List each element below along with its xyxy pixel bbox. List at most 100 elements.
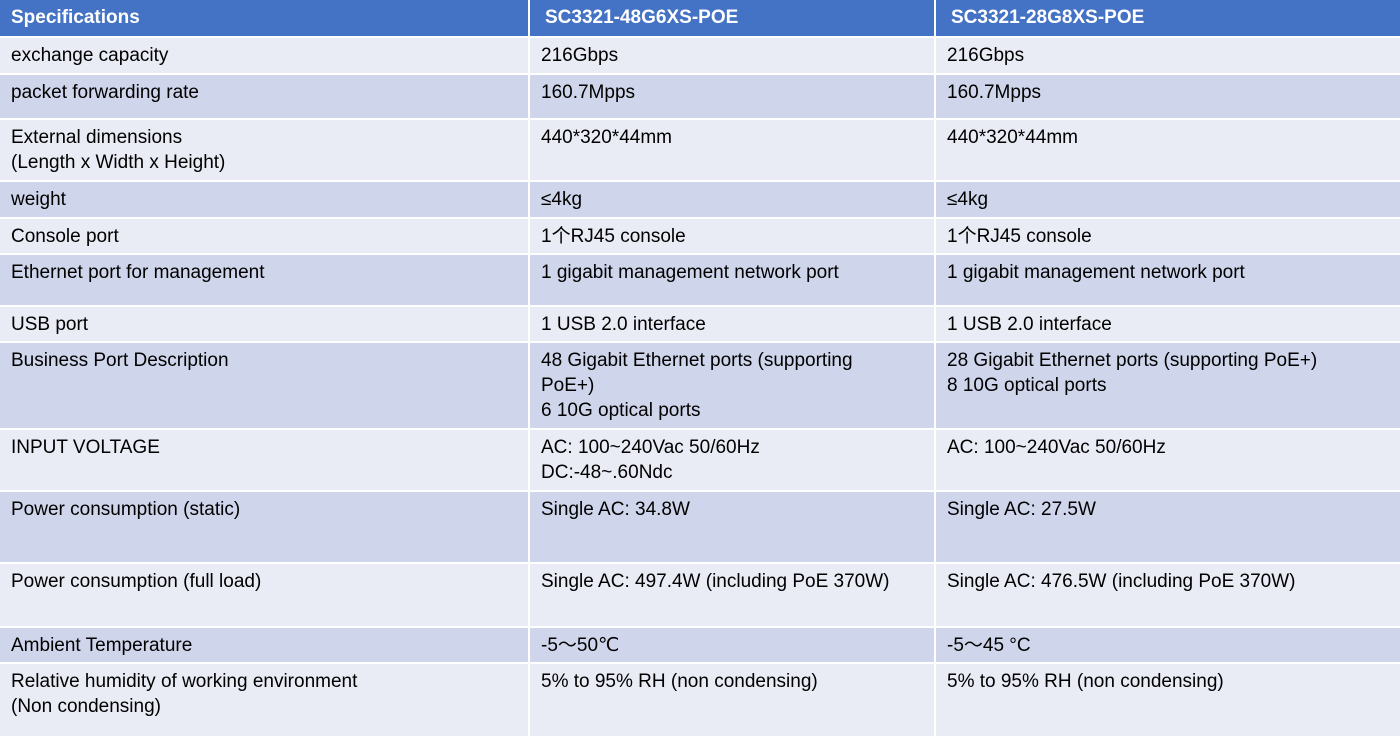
cell-text-line: 1 USB 2.0 interface <box>541 314 706 335</box>
cell-text-line: Single AC: 497.4W (including PoE 370W) <box>541 571 890 592</box>
model2-value-cell: 1 USB 2.0 interface <box>935 306 1400 343</box>
spec-label-cell: Relative humidity of working environment… <box>0 663 530 738</box>
model1-value-cell: 1个RJ45 console <box>529 218 936 255</box>
cell-text-line: 440*320*44mm <box>541 127 672 148</box>
spec-label-cell: USB port <box>0 306 530 343</box>
cell-text-line: Single AC: 27.5W <box>947 499 1096 520</box>
table-row: Power consumption (static) Single AC: 34.… <box>0 491 1400 564</box>
model2-value-cell: Single AC: 27.5W <box>935 491 1400 564</box>
model1-value-cell: ≤4kg <box>529 181 936 219</box>
model1-value-cell: Single AC: 34.8W <box>529 491 936 564</box>
cell-text-line: 440*320*44mm <box>947 127 1078 148</box>
model2-value-cell: Single AC: 476.5W (including PoE 370W) <box>935 563 1400 628</box>
spec-label-cell: Ethernet port for management <box>0 254 530 307</box>
cell-text-line: 160.7Mpps <box>541 82 636 103</box>
cell-text-line: 160.7Mpps <box>947 82 1042 103</box>
model2-value-cell: 216Gbps <box>935 37 1400 75</box>
header-specifications: Specifications <box>0 0 530 38</box>
model2-value-cell: 440*320*44mm <box>935 119 1400 182</box>
model1-value-cell: 160.7Mpps <box>529 74 936 120</box>
cell-text-line: 1 gigabit management network port <box>947 262 1245 283</box>
cell-text-line: ≤4kg <box>541 189 583 210</box>
model1-value-cell: 5% to 95% RH (non condensing) <box>529 663 936 738</box>
model1-value-cell: -5～50℃ <box>529 627 936 664</box>
model1-value-cell: 48 Gigabit Ethernet ports (supporting PoE… <box>529 342 936 430</box>
model1-value-cell: AC: 100~240Vac 50/60Hz DC:-48~.60Ndc <box>529 429 936 492</box>
table-row: weight ≤4kg ≤4kg <box>0 181 1400 219</box>
model1-value-cell: 1 USB 2.0 interface <box>529 306 936 343</box>
cell-text-line: 48 Gigabit Ethernet ports (supporting <box>541 350 853 371</box>
model1-value-cell: 1 gigabit management network port <box>529 254 936 307</box>
cell-text-line: Power consumption (full load) <box>11 571 262 592</box>
cell-text-line: INPUT VOLTAGE <box>11 437 160 458</box>
spec-label-cell: packet forwarding rate <box>0 74 530 120</box>
model2-value-cell: ≤4kg <box>935 181 1400 219</box>
cell-text-line: 28 Gigabit Ethernet ports (supporting Po… <box>947 350 1318 371</box>
table-row: packet forwarding rate 160.7Mpps 160.7Mpps <box>0 74 1400 120</box>
model2-value-cell: AC: 100~240Vac 50/60Hz <box>935 429 1400 492</box>
header-model-48g6xs: SC3321-48G6XS-POE <box>529 0 936 38</box>
model2-value-cell: 1 gigabit management network port <box>935 254 1400 307</box>
model2-value-cell: 28 Gigabit Ethernet ports (supporting Po… <box>935 342 1400 430</box>
spec-label-cell: Console port <box>0 218 530 255</box>
cell-text-line: 1 USB 2.0 interface <box>947 314 1112 335</box>
table-row: USB port 1 USB 2.0 interface 1 USB 2.0 int… <box>0 306 1400 343</box>
cell-text-line: DC:-48~.60Ndc <box>541 462 673 483</box>
cell-text-line: 216Gbps <box>947 45 1025 66</box>
cell-text-line: USB port <box>11 314 89 335</box>
model2-value-cell: 1个RJ45 console <box>935 218 1400 255</box>
spec-label-cell: Ambient Temperature <box>0 627 530 664</box>
cell-text-line: PoE+) <box>541 375 595 396</box>
cell-text-line: Console port <box>11 226 119 247</box>
cell-text-line: Single AC: 34.8W <box>541 499 690 520</box>
table-row: Power consumption (full load) Single AC: … <box>0 563 1400 628</box>
model2-value-cell: 5% to 95% RH (non condensing) <box>935 663 1400 738</box>
cell-text-line: Relative humidity of working environment <box>11 671 358 692</box>
cell-text-line: 1个RJ45 console <box>947 226 1092 247</box>
spec-label-cell: Power consumption (full load) <box>0 563 530 628</box>
table-row: Business Port Description 48 Gigabit Ethe… <box>0 342 1400 430</box>
cell-text-line: Ethernet port for management <box>11 262 265 283</box>
table-row: Ambient Temperature -5～50℃ -5～45 °C <box>0 627 1400 664</box>
table-header-row: Specifications SC3321-48G6XS-POE SC3321-… <box>0 0 1400 38</box>
cell-text-line: Ambient Temperature <box>11 635 193 656</box>
cell-text-line: AC: 100~240Vac 50/60Hz <box>947 437 1166 458</box>
table-row: exchange capacity 216Gbps 216Gbps <box>0 37 1400 75</box>
cell-text-line: exchange capacity <box>11 45 169 66</box>
cell-text-line: 8 10G optical ports <box>947 375 1107 396</box>
spec-label-cell: External dimensions (Length x Width x Hei… <box>0 119 530 182</box>
cell-text-line: 1 gigabit management network port <box>541 262 839 283</box>
cell-text-line: AC: 100~240Vac 50/60Hz <box>541 437 760 458</box>
cell-text-line: packet forwarding rate <box>11 82 199 103</box>
spec-label-cell: INPUT VOLTAGE <box>0 429 530 492</box>
cell-text-line: -5～45 °C <box>947 635 1031 656</box>
model1-value-cell: Single AC: 497.4W (including PoE 370W) <box>529 563 936 628</box>
model1-value-cell: 440*320*44mm <box>529 119 936 182</box>
model1-value-cell: 216Gbps <box>529 37 936 75</box>
cell-text-line: 216Gbps <box>541 45 619 66</box>
model2-value-cell: -5～45 °C <box>935 627 1400 664</box>
cell-text-line: External dimensions <box>11 127 183 148</box>
table-row: External dimensions (Length x Width x Hei… <box>0 119 1400 182</box>
spec-label-cell: Power consumption (static) <box>0 491 530 564</box>
spec-label-cell: exchange capacity <box>0 37 530 75</box>
cell-text-line: (Length x Width x Height) <box>11 152 226 173</box>
cell-text-line: 5% to 95% RH (non condensing) <box>947 671 1224 692</box>
cell-text-line: Business Port Description <box>11 350 229 371</box>
spec-label-cell: Business Port Description <box>0 342 530 430</box>
table-row: INPUT VOLTAGE AC: 100~240Vac 50/60Hz DC:-4… <box>0 429 1400 492</box>
cell-text-line: 6 10G optical ports <box>541 400 701 421</box>
table-row: Ethernet port for management 1 gigabit ma… <box>0 254 1400 307</box>
table-body: exchange capacity 216Gbps 216Gbps packet fo… <box>0 37 1400 738</box>
header-model-28g8xs: SC3321-28G8XS-POE <box>935 0 1400 38</box>
cell-text-line: Single AC: 476.5W (including PoE 370W) <box>947 571 1296 592</box>
cell-text-line: 5% to 95% RH (non condensing) <box>541 671 818 692</box>
cell-text-line: 1个RJ45 console <box>541 226 686 247</box>
cell-text-line: ≤4kg <box>947 189 989 210</box>
table-row: Console port 1个RJ45 console 1个RJ45 console <box>0 218 1400 255</box>
spec-label-cell: weight <box>0 181 530 219</box>
cell-text-line: -5～50℃ <box>541 635 620 656</box>
cell-text-line: weight <box>11 189 66 210</box>
table-row: Relative humidity of working environment… <box>0 663 1400 738</box>
